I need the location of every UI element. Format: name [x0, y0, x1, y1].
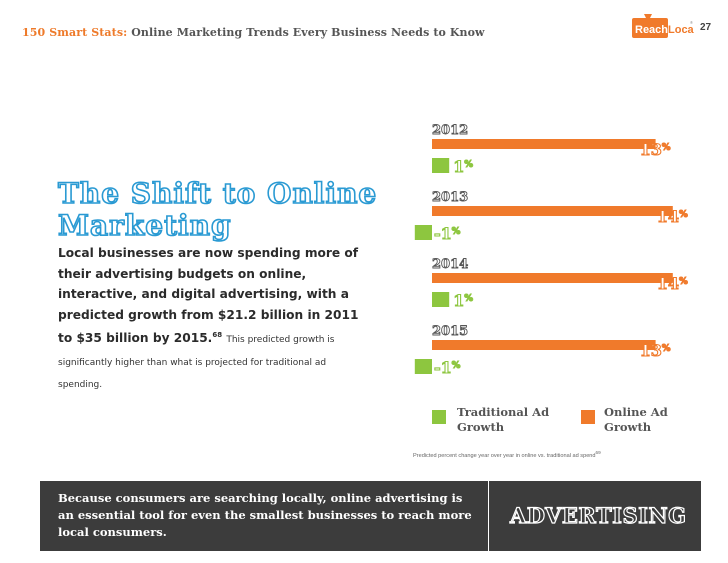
year-label-2014: 2014 — [432, 257, 468, 272]
headline-line-2: Marketing — [57, 209, 232, 243]
body-small-text: This predicted growth is significantly h… — [58, 335, 335, 391]
legend-online-line2: Growth — [604, 420, 652, 434]
online-value-2014: 14% — [657, 274, 688, 293]
logo-graphic: Reach Local ® — [632, 14, 697, 38]
logo-text-right: Local — [668, 24, 694, 36]
traditional-value-2012-suffix: % — [464, 160, 473, 170]
footer-category: ADVERTISING — [509, 502, 687, 528]
year-label-2015: 2015 — [432, 324, 468, 339]
traditional-value-2012: 1% — [453, 157, 473, 176]
traditional-value-2015-suffix: % — [452, 361, 461, 371]
legend-swatch-traditional — [432, 410, 446, 424]
body-paragraph: Local businesses are now spending more o… — [58, 243, 368, 396]
online-value-2015: 13% — [640, 341, 671, 360]
reachlocal-logo: Reach Local ® — [630, 14, 697, 42]
chart-caption: Predicted percent change year over year … — [413, 450, 601, 459]
footer-text: Because consumers are searching locally,… — [58, 491, 472, 539]
legend-swatch-online — [581, 410, 595, 424]
online-value-2012-suffix: % — [662, 143, 671, 153]
online-value-2013: 14% — [657, 207, 688, 226]
footnote-ref: 68 — [212, 331, 223, 339]
footer-callout — [40, 481, 488, 551]
section-headline: The Shift to Online Marketing — [57, 177, 388, 243]
logo-text-left: Reach — [635, 24, 668, 36]
title-accent: 150 Smart Stats: — [22, 26, 128, 39]
title-main: Online Marketing Trends Every Business N… — [131, 26, 485, 39]
online-value-2013-suffix: % — [679, 210, 688, 220]
online-value-2015-suffix: % — [662, 344, 671, 354]
online-bar-2012 — [432, 139, 656, 149]
growth-bar-chart: 2012 13% 1% 2013 14% -1% 2014 14% 1% 2015 13% -1% — [400, 110, 720, 390]
year-label-2012: 2012 — [432, 123, 468, 138]
traditional-bar-2012 — [432, 158, 450, 173]
online-bar-2015 — [432, 340, 656, 350]
legend-traditional-line2: Growth — [457, 420, 505, 434]
legend-online-line1: Online Ad — [604, 405, 668, 419]
chart-svg: 2012 13% 1% 2013 14% -1% 2014 14% 1% 2015 13% -1% — [414, 123, 689, 378]
logo-trademark: ® — [690, 20, 693, 25]
legend-traditional-line1: Traditional Ad — [457, 405, 550, 419]
traditional-value-2013-suffix: % — [452, 227, 461, 237]
traditional-value-2015: -1% — [434, 358, 461, 377]
document-title: 150 Smart Stats: Online Marketing Trends… — [22, 26, 485, 39]
page-number: 27 — [700, 22, 712, 33]
online-bar-2013 — [432, 206, 673, 216]
page-header: 150 Smart Stats: Online Marketing Trends… — [0, 0, 728, 50]
traditional-value-2013: -1% — [434, 224, 461, 243]
traditional-bar-2013 — [414, 225, 432, 240]
body-lead-text: Local businesses are now spending more o… — [58, 246, 359, 346]
footer-category-panel — [489, 481, 701, 551]
traditional-bar-2014 — [432, 292, 450, 307]
traditional-value-2014-suffix: % — [464, 294, 473, 304]
caption-text: Predicted percent change year over year … — [413, 452, 596, 459]
traditional-bar-2015 — [414, 359, 432, 374]
year-label-2013: 2013 — [432, 190, 468, 205]
traditional-value-2014: 1% — [453, 291, 473, 310]
online-value-2012: 13% — [640, 140, 671, 159]
online-value-2014-suffix: % — [679, 277, 688, 287]
legend-label-traditional: Traditional Ad Growth — [457, 405, 549, 435]
legend-label-online: Online Ad Growth — [604, 405, 668, 435]
caption-footnote: 69 — [595, 450, 601, 455]
headline-line-1: The Shift to Online — [57, 177, 378, 211]
online-bar-2014 — [432, 273, 673, 283]
